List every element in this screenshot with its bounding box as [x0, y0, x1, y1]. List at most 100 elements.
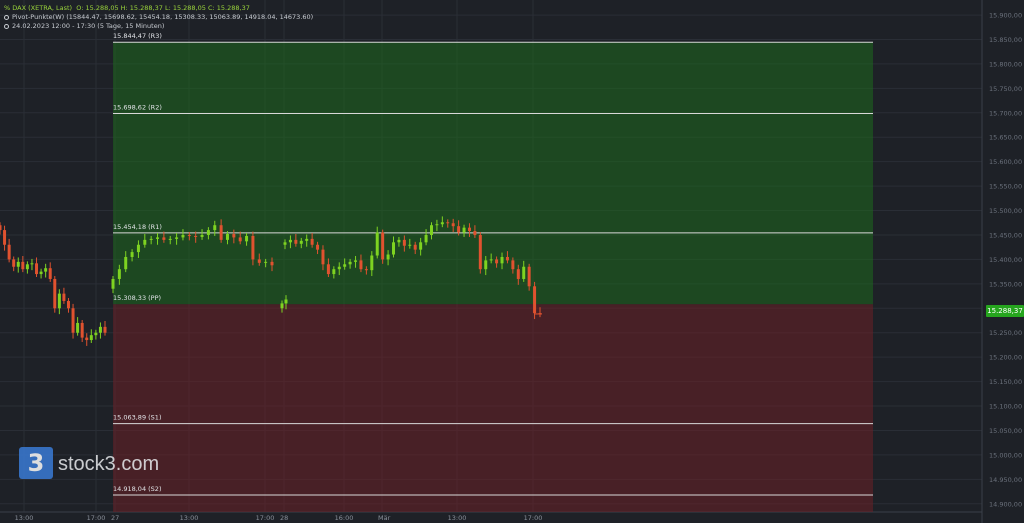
price-axis-label: 15.150,00	[989, 378, 1022, 386]
candle-body	[495, 259, 499, 264]
candle-body	[462, 227, 466, 233]
candle-body	[136, 244, 140, 253]
candle-body	[321, 249, 325, 265]
candle-body	[397, 239, 401, 243]
price-axis-label: 15.850,00	[989, 36, 1022, 44]
candle-body	[44, 268, 48, 272]
candle-body	[103, 326, 107, 333]
candle-body	[326, 264, 330, 275]
candle-body	[467, 227, 471, 232]
price-axis-label: 14.950,00	[989, 476, 1022, 484]
candle-body	[522, 266, 526, 279]
price-axis-label: 15.050,00	[989, 427, 1022, 435]
time-axis-label: 13:00	[448, 514, 467, 522]
candle-body	[30, 263, 34, 265]
time-axis-label: 13:00	[180, 514, 199, 522]
candle-body	[149, 238, 153, 240]
candle-body	[429, 225, 433, 235]
candle-body	[25, 264, 29, 270]
candle-body	[71, 308, 75, 333]
candle-body	[80, 322, 84, 338]
candle-body	[419, 242, 423, 250]
candle-body	[111, 278, 115, 289]
candle-body	[48, 268, 52, 279]
stock3-logo-mark: 3	[19, 447, 53, 479]
candle-body	[288, 239, 292, 243]
instrument-line: % DAX (XETRA, Last) O: 15.288,05 H: 15.2…	[4, 4, 250, 12]
candle-body	[364, 269, 368, 271]
candle-body	[348, 261, 352, 265]
candle-body	[473, 231, 477, 235]
candle-body	[35, 263, 39, 275]
candle-body	[53, 278, 57, 309]
candle-body	[343, 264, 347, 267]
last-price-tag: 15.288,37	[986, 305, 1024, 317]
time-axis-label: Mär	[378, 514, 391, 522]
pivot-level-label: 15.063,89 (S1)	[113, 414, 161, 422]
candle-body	[527, 266, 531, 287]
price-axis-label: 15.100,00	[989, 403, 1022, 411]
price-axis-label: 15.600,00	[989, 158, 1022, 166]
candle-body	[264, 261, 268, 263]
candle-body	[219, 225, 223, 240]
pivot-level-label: 15.698,62 (R2)	[113, 103, 162, 111]
price-axis-label: 15.800,00	[989, 60, 1022, 68]
candle-body	[283, 242, 287, 245]
instrument-name[interactable]: DAX (XETRA, Last)	[12, 4, 73, 12]
candle-body	[375, 232, 379, 256]
clock-icon	[4, 24, 9, 29]
candle-body	[130, 252, 134, 257]
candle-body	[168, 238, 172, 240]
price-axis-label: 15.750,00	[989, 85, 1022, 93]
candle-body	[489, 259, 493, 261]
price-axis-label: 15.250,00	[989, 329, 1022, 337]
pivot-level-label: 14.918,04 (S2)	[113, 485, 161, 493]
price-axis-label: 14.900,00	[989, 500, 1022, 508]
candle-body	[386, 254, 390, 260]
stock3-logo-text: stock3.com	[58, 453, 160, 475]
candle-body	[156, 237, 160, 239]
candle-body	[310, 238, 314, 245]
candle-body	[206, 230, 210, 235]
indicator-line[interactable]: Pivot-Punkte(W) (15844.47, 15698.62, 154…	[4, 13, 313, 21]
candle-body	[408, 244, 412, 246]
candle-body	[511, 260, 515, 270]
candle-body	[62, 293, 66, 301]
price-axis-label: 15.700,00	[989, 109, 1022, 117]
candle-body	[251, 235, 255, 260]
candle-body	[533, 286, 537, 314]
candle-body	[94, 332, 98, 336]
candle-body	[516, 269, 520, 279]
candle-body	[238, 237, 242, 242]
candle-body	[457, 226, 461, 233]
candle-body	[7, 244, 11, 260]
candle-body	[316, 244, 320, 250]
candle-body	[39, 271, 43, 275]
candle-body	[162, 237, 166, 240]
candle-body	[332, 269, 336, 275]
time-axis-label: 28	[280, 514, 288, 522]
candle-body	[98, 326, 102, 333]
price-axis-label: 15.200,00	[989, 354, 1022, 362]
candle-body	[505, 256, 509, 261]
time-axis-label: 17:00	[256, 514, 275, 522]
candle-body	[500, 256, 504, 264]
candle-body	[66, 300, 70, 309]
candle-body	[200, 234, 204, 237]
candle-body	[435, 224, 439, 226]
price-axis-label: 15.400,00	[989, 256, 1022, 264]
candle-body	[213, 225, 217, 231]
candle-body	[299, 240, 303, 244]
candle-body	[117, 269, 121, 279]
pivot-zone-support	[113, 304, 873, 512]
price-axis-label: 15.500,00	[989, 207, 1022, 215]
candle-body	[143, 239, 147, 245]
candle-body	[484, 260, 488, 270]
time-axis-label: 13:00	[15, 514, 34, 522]
indicator-label: Pivot-Punkte(W) (15844.47, 15698.62, 154…	[12, 13, 314, 21]
pivot-zone-resistance	[113, 42, 873, 305]
candle-body	[225, 234, 229, 240]
time-axis-label: 17:00	[87, 514, 106, 522]
